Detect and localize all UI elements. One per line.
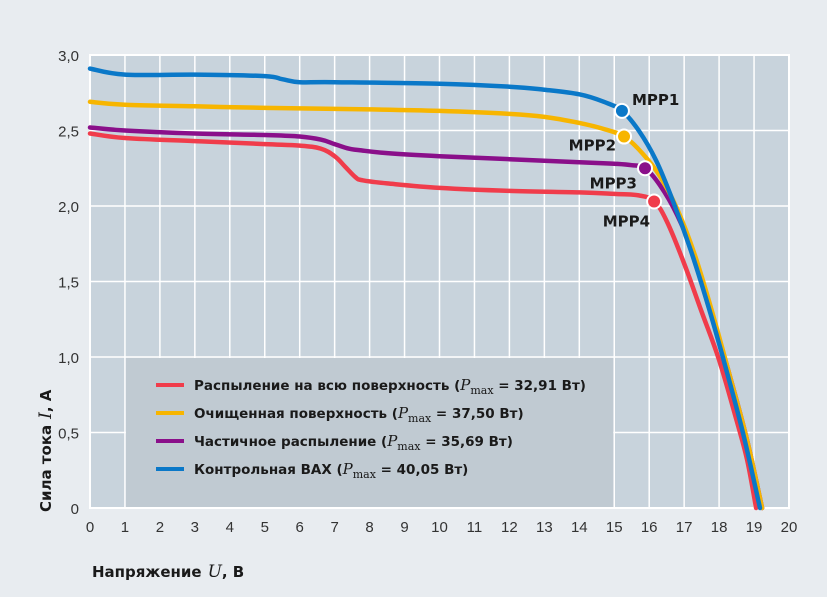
series-lines [87,66,765,511]
x-axis-ticks: 0 1 2 3 4 5 6 7 8 9 10 11 12 13 14 15 16 17 18 19 20 [86,519,798,536]
legend-pmax-symbol: P [459,376,471,394]
legend-pmax-value: = 37,50 Вт) [431,406,523,422]
legend-box [125,358,614,507]
mpp-marker-3 [637,160,654,177]
mpp-marker-1 [613,102,630,119]
y-tick-label: 0 [71,501,79,518]
x-tick-label: 6 [296,519,304,536]
series-line-1 [87,131,759,511]
x-tick-label: 14 [571,519,588,536]
legend-entry-1: Распыление на всю поверхность (Pmax = 32… [194,376,586,397]
y-tick-label: 1,0 [58,350,79,367]
x-tick-label: 2 [156,519,164,536]
mpp-markers: MPP1 MPP2 MPP3 MPP4 [569,91,680,231]
x-tick-label: 12 [501,519,518,536]
legend-pmax-subscript: max [408,412,432,425]
mpp-label-2: MPP2 [569,137,616,155]
legend-entry-2: Очищенная поверхность (Pmax = 37,50 Вт) [194,404,524,425]
x-tick-label: 10 [431,519,448,536]
x-tick-label: 15 [606,519,623,536]
x-tick-label: 1 [121,519,129,536]
y-tick-label: 0,5 [58,426,79,443]
mpp-label-1: MPP1 [632,91,679,109]
x-tick-label: 9 [400,519,408,536]
mpp-marker-2 [616,128,633,145]
y-tick-label: 2,5 [58,124,79,141]
x-tick-label: 7 [330,519,338,536]
legend-name: Очищенная поверхность ( [194,406,398,422]
legend-pmax-value: = 32,91 Вт) [494,378,586,394]
legend-pmax-subscript: max [470,384,494,397]
x-axis-variable: U [208,562,223,582]
x-axis-unit: , В [222,563,244,581]
legend-entry-4: Контрольная ВАХ (Pmax = 40,05 Вт) [194,460,468,481]
legend-name: Распыление на всю поверхность ( [194,378,460,394]
mpp-label-3: MPP3 [590,174,637,192]
legend-pmax-subscript: max [397,440,421,453]
mpp-label-4: MPP4 [603,212,650,230]
legend: Распыление на всю поверхность (Pmax = 32… [156,376,586,481]
series-line-4 [87,66,763,511]
x-tick-label: 3 [191,519,199,536]
legend-pmax-value: = 40,05 Вт) [376,462,468,478]
y-tick-label: 3,0 [58,48,79,65]
legend-pmax-symbol: P [342,460,354,478]
mpp-marker-4 [646,193,663,210]
x-tick-label: 17 [676,519,693,536]
x-tick-label: 20 [781,519,798,536]
x-tick-label: 0 [86,519,94,536]
legend-name: Частичное распыление ( [194,434,387,450]
x-axis-label-text: Напряжение [92,563,202,581]
y-axis-ticks: 0 0,5 1,0 1,5 2,0 2,5 3,0 [58,48,79,518]
x-tick-label: 8 [365,519,373,536]
y-axis-label-text: Сила тока [37,425,55,512]
y-axis-variable: I [36,412,56,420]
legend-pmax-symbol: P [386,432,398,450]
x-axis-label: Напряжение U, В [92,562,244,582]
x-tick-label: 5 [261,519,269,536]
y-tick-label: 2,0 [58,199,79,216]
y-axis-unit: , А [37,389,55,412]
legend-entry-3: Частичное распыление (Pmax = 35,69 Вт) [194,432,513,453]
y-tick-label: 1,5 [58,275,79,292]
x-tick-label: 13 [536,519,553,536]
x-tick-label: 18 [711,519,728,536]
legend-pmax-value: = 35,69 Вт) [421,434,513,450]
x-tick-label: 11 [467,519,483,536]
legend-pmax-symbol: P [397,404,409,422]
x-tick-label: 4 [226,519,234,536]
legend-name: Контрольная ВАХ ( [194,462,343,478]
legend-pmax-subscript: max [353,468,377,481]
x-tick-label: 19 [746,519,763,536]
x-tick-label: 16 [641,519,658,536]
plot-border [89,54,790,509]
y-axis-label: Сила тока I, А [36,389,56,512]
